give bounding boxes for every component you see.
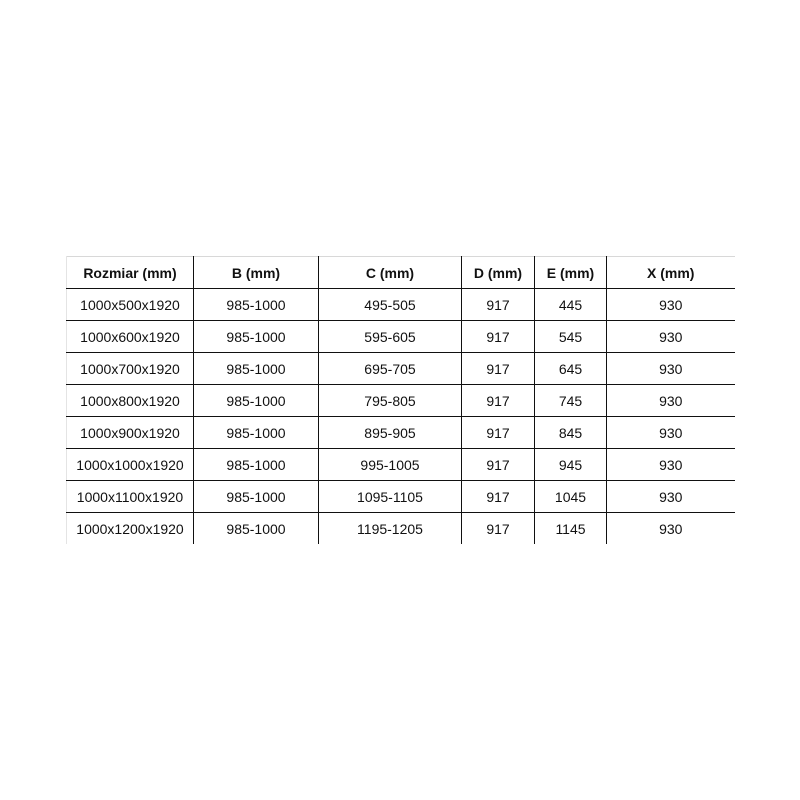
table-row: 1000x800x1920 985-1000 795-805 917 745 930 [66,384,735,417]
table-cell: 930 [606,448,735,481]
table-cell: 930 [606,416,735,449]
column-header: C (mm) [318,256,462,289]
table-cell: 985-1000 [193,512,319,544]
table-cell: 917 [461,384,535,417]
table-cell: 930 [606,320,735,353]
table-cell: 917 [461,512,535,544]
table-cell: 1145 [534,512,607,544]
table-cell: 445 [534,288,607,321]
table-row: 1000x1100x1920 985-1000 1095-1105 917 1045 93… [66,480,735,513]
table-cell: 645 [534,352,607,385]
table-cell: 985-1000 [193,352,319,385]
table-cell: 985-1000 [193,416,319,449]
table-cell: 930 [606,288,735,321]
table-cell: 930 [606,352,735,385]
table-cell: 1000x1000x1920 [66,448,194,481]
table-cell: 917 [461,288,535,321]
table-cell: 1000x1100x1920 [66,480,194,513]
table-row: 1000x1200x1920 985-1000 1195-1205 917 1145 93… [66,512,735,544]
table-cell: 917 [461,416,535,449]
table-cell: 945 [534,448,607,481]
table-cell: 545 [534,320,607,353]
table-cell: 985-1000 [193,384,319,417]
table-cell: 985-1000 [193,480,319,513]
header-row: Rozmiar (mm) B (mm) C (mm) D (mm) E (mm) X (m… [66,256,735,289]
table-cell: 1195-1205 [318,512,462,544]
dimensions-table: Rozmiar (mm) B (mm) C (mm) D (mm) E (mm) X (m… [66,256,735,544]
column-header: B (mm) [193,256,319,289]
table-cell: 917 [461,480,535,513]
table-cell: 595-605 [318,320,462,353]
table-cell: 845 [534,416,607,449]
table-cell: 985-1000 [193,320,319,353]
column-header: X (mm) [606,256,735,289]
table-cell: 1095-1105 [318,480,462,513]
table-cell: 1000x700x1920 [66,352,194,385]
table-cell: 985-1000 [193,288,319,321]
table-cell: 895-905 [318,416,462,449]
table-cell: 1000x600x1920 [66,320,194,353]
table-cell: 745 [534,384,607,417]
table-cell: 930 [606,480,735,513]
table-row: 1000x700x1920 985-1000 695-705 917 645 930 [66,352,735,385]
table-row: 1000x600x1920 985-1000 595-605 917 545 930 [66,320,735,353]
column-header: D (mm) [461,256,535,289]
table-cell: 495-505 [318,288,462,321]
table-cell: 1045 [534,480,607,513]
column-header: E (mm) [534,256,607,289]
table-cell: 1000x500x1920 [66,288,194,321]
table-row: 1000x1000x1920 985-1000 995-1005 917 945 930 [66,448,735,481]
table-cell: 930 [606,384,735,417]
table-row: 1000x500x1920 985-1000 495-505 917 445 930 [66,288,735,321]
table-cell: 985-1000 [193,448,319,481]
column-header: Rozmiar (mm) [66,256,194,289]
table-cell: 1000x1200x1920 [66,512,194,544]
table-cell: 695-705 [318,352,462,385]
table-cell: 917 [461,352,535,385]
table-row: 1000x900x1920 985-1000 895-905 917 845 930 [66,416,735,449]
table-cell: 1000x900x1920 [66,416,194,449]
table-cell: 917 [461,320,535,353]
table-cell: 1000x800x1920 [66,384,194,417]
table-cell: 795-805 [318,384,462,417]
table-cell: 917 [461,448,535,481]
table-cell: 930 [606,512,735,544]
table-cell: 995-1005 [318,448,462,481]
